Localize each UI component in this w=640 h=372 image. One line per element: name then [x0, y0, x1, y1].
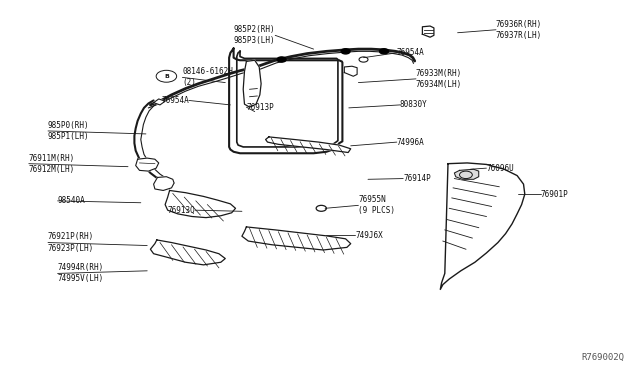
Polygon shape [154, 99, 165, 105]
Polygon shape [243, 60, 261, 107]
Text: 985P2(RH)
985P3(LH): 985P2(RH) 985P3(LH) [234, 25, 275, 45]
Polygon shape [242, 227, 351, 250]
Text: 76954A: 76954A [397, 48, 424, 57]
Text: 76911M(RH)
76912M(LH): 76911M(RH) 76912M(LH) [29, 154, 75, 174]
Polygon shape [165, 190, 236, 218]
Circle shape [277, 57, 286, 62]
Circle shape [341, 49, 350, 54]
Text: 74996A: 74996A [397, 138, 424, 147]
Text: 74994R(RH)
74995V(LH): 74994R(RH) 74995V(LH) [58, 263, 104, 283]
Text: 76901P: 76901P [541, 190, 568, 199]
Polygon shape [136, 158, 159, 171]
Polygon shape [440, 163, 525, 289]
Text: 985P0(RH)
985P1(LH): 985P0(RH) 985P1(LH) [48, 121, 90, 141]
Polygon shape [266, 137, 351, 153]
Text: 76936R(RH)
76937R(LH): 76936R(RH) 76937R(LH) [496, 20, 542, 40]
Polygon shape [454, 169, 479, 179]
Polygon shape [154, 177, 174, 190]
Text: 76954A: 76954A [161, 96, 189, 105]
Text: 76955N
(9 PLCS): 76955N (9 PLCS) [358, 195, 396, 215]
Text: 76914P: 76914P [403, 174, 431, 183]
Text: 76913P: 76913P [246, 103, 274, 112]
Text: 08146-6162H
(2): 08146-6162H (2) [182, 67, 233, 87]
Text: 76096U: 76096U [486, 164, 514, 173]
Text: 98540A: 98540A [58, 196, 85, 205]
Polygon shape [150, 240, 225, 265]
Text: 76933M(RH)
76934M(LH): 76933M(RH) 76934M(LH) [416, 69, 462, 89]
Text: R769002Q: R769002Q [581, 353, 624, 362]
Polygon shape [344, 66, 357, 76]
Text: 76921P(RH)
76923P(LH): 76921P(RH) 76923P(LH) [48, 232, 94, 253]
Polygon shape [422, 26, 434, 37]
Text: 749J6X: 749J6X [355, 231, 383, 240]
Text: 76913Q: 76913Q [168, 206, 195, 215]
Text: B: B [164, 74, 169, 79]
Circle shape [380, 49, 388, 54]
Text: 80830Y: 80830Y [400, 100, 428, 109]
